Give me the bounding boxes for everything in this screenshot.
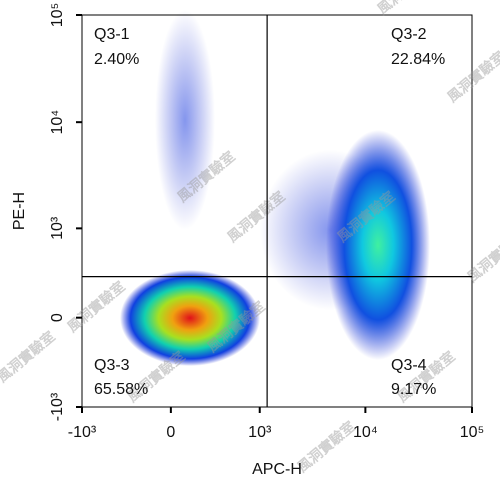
quadrant-percent: 22.84% bbox=[391, 51, 445, 68]
quadrant-name: Q3-1 bbox=[94, 26, 130, 43]
watermark: 風洞實驗室 bbox=[64, 278, 128, 335]
x-axis-label: APC-H bbox=[252, 461, 302, 478]
quadrant-percent: 65.58% bbox=[94, 381, 148, 398]
x-tick-label: 10⁴ bbox=[353, 424, 378, 441]
population-density bbox=[120, 10, 430, 366]
y-tick-label: 10⁵ bbox=[49, 3, 66, 27]
y-tick-label: -10³ bbox=[49, 392, 66, 421]
y-tick-label: 0 bbox=[49, 313, 66, 322]
plot-frame bbox=[81, 14, 473, 408]
quadrant-name: Q3-3 bbox=[94, 357, 130, 374]
quadrant-name: Q3-4 bbox=[391, 357, 427, 374]
x-tick-label: 10³ bbox=[248, 424, 272, 441]
x-tick-label: -10³ bbox=[68, 424, 97, 441]
y-tick-label: 10⁴ bbox=[49, 110, 66, 135]
x-tick-label: 0 bbox=[166, 424, 175, 441]
watermark: 風洞實驗室 bbox=[294, 418, 358, 475]
quadrant-percent: 2.40% bbox=[94, 51, 139, 68]
y-tick-label: 10³ bbox=[49, 216, 66, 240]
watermark: 風洞實驗室 bbox=[0, 328, 58, 385]
x-tick-label: 10⁵ bbox=[460, 424, 484, 441]
y-axis-label: PE-H bbox=[11, 192, 28, 230]
quadrant-percent: 9.17% bbox=[391, 381, 436, 398]
quadrant-name: Q3-2 bbox=[391, 26, 427, 43]
